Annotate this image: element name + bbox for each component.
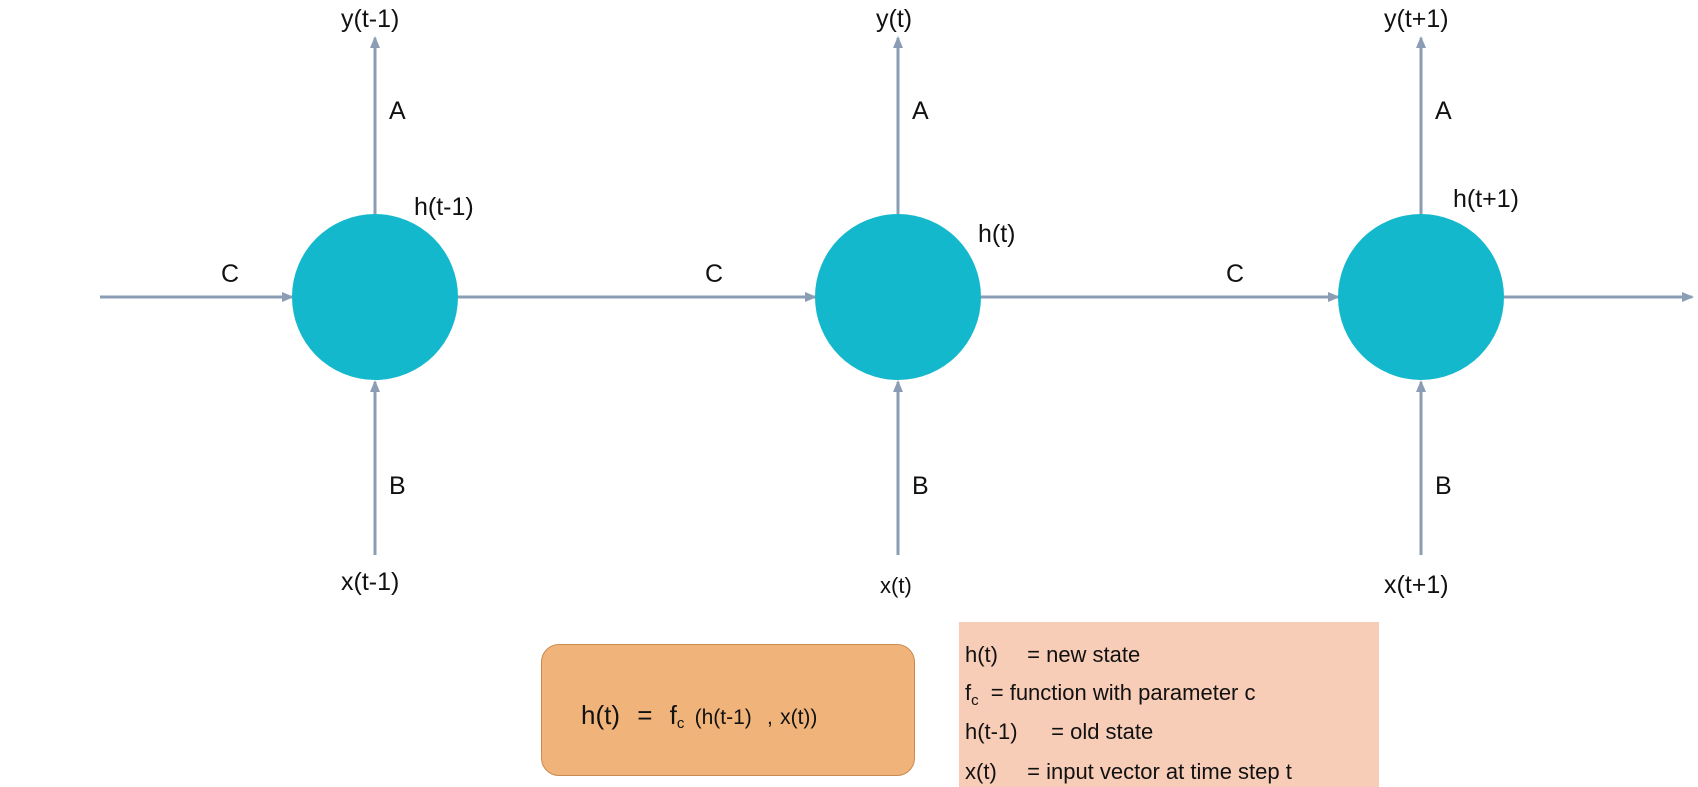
output-label-3: y(t+1) <box>1384 5 1449 33</box>
formula-arg1: (h(t-1) <box>694 706 752 729</box>
hidden-state-label-1: h(t-1) <box>414 193 474 221</box>
legend-item: h(t) = new state <box>965 642 1140 668</box>
output-weight-label-3: A <box>1435 97 1452 125</box>
legend-item: x(t) = input vector at time step t <box>965 759 1292 785</box>
input-label-2: x(t) <box>880 573 912 598</box>
output-label-2: y(t) <box>876 5 913 33</box>
formula-separator: , <box>767 706 773 729</box>
formula-equals: = <box>637 700 653 730</box>
input-weight-label-2: B <box>912 472 929 500</box>
recurrence-formula: h(t) = fc (h(t-1) , x(t)) <box>581 700 817 732</box>
legend-term: f <box>965 680 972 705</box>
input-weight-label-3: B <box>1435 472 1452 500</box>
input-label-3: x(t+1) <box>1384 571 1449 599</box>
legend-definition: = input vector at time step t <box>1027 759 1292 784</box>
output-weight-label-1: A <box>389 97 406 125</box>
legend-item: fc = function with parameter c <box>965 680 1256 709</box>
hidden-state-label-2: h(t) <box>978 220 1016 248</box>
recurrent-weight-label-3: C <box>1226 260 1245 288</box>
recurrent-weight-label-2: C <box>705 260 724 288</box>
hidden-state-node-3 <box>1338 214 1504 380</box>
legend-definition: = old state <box>1051 719 1154 744</box>
output-label-1: y(t-1) <box>341 5 400 33</box>
formula-lhs: h(t) <box>581 700 620 730</box>
legend-definition: = new state <box>1027 642 1141 667</box>
formula-func-subscript: c <box>676 715 685 732</box>
hidden-state-label-3: h(t+1) <box>1453 185 1520 213</box>
hidden-state-node-2 <box>815 214 981 380</box>
input-label-1: x(t-1) <box>341 568 400 596</box>
recurrent-weight-label-1: C <box>221 260 240 288</box>
output-weight-label-2: A <box>912 97 929 125</box>
legend-term-subscript: c <box>971 692 979 709</box>
legend-box: h(t) = new state fc = function with para… <box>959 622 1379 787</box>
legend-term: x(t) <box>965 759 997 784</box>
formula-box: h(t) = fc (h(t-1) , x(t)) <box>541 644 915 776</box>
formula-func: f <box>669 700 677 730</box>
input-weight-label-1: B <box>389 472 406 500</box>
legend-definition: = function with parameter c <box>990 680 1256 705</box>
hidden-state-node-1 <box>292 214 458 380</box>
formula-arg2: x(t)) <box>780 706 818 729</box>
legend-item: h(t-1) = old state <box>965 719 1153 745</box>
legend-term: h(t-1) <box>965 719 1018 744</box>
legend-term: h(t) <box>965 642 998 667</box>
